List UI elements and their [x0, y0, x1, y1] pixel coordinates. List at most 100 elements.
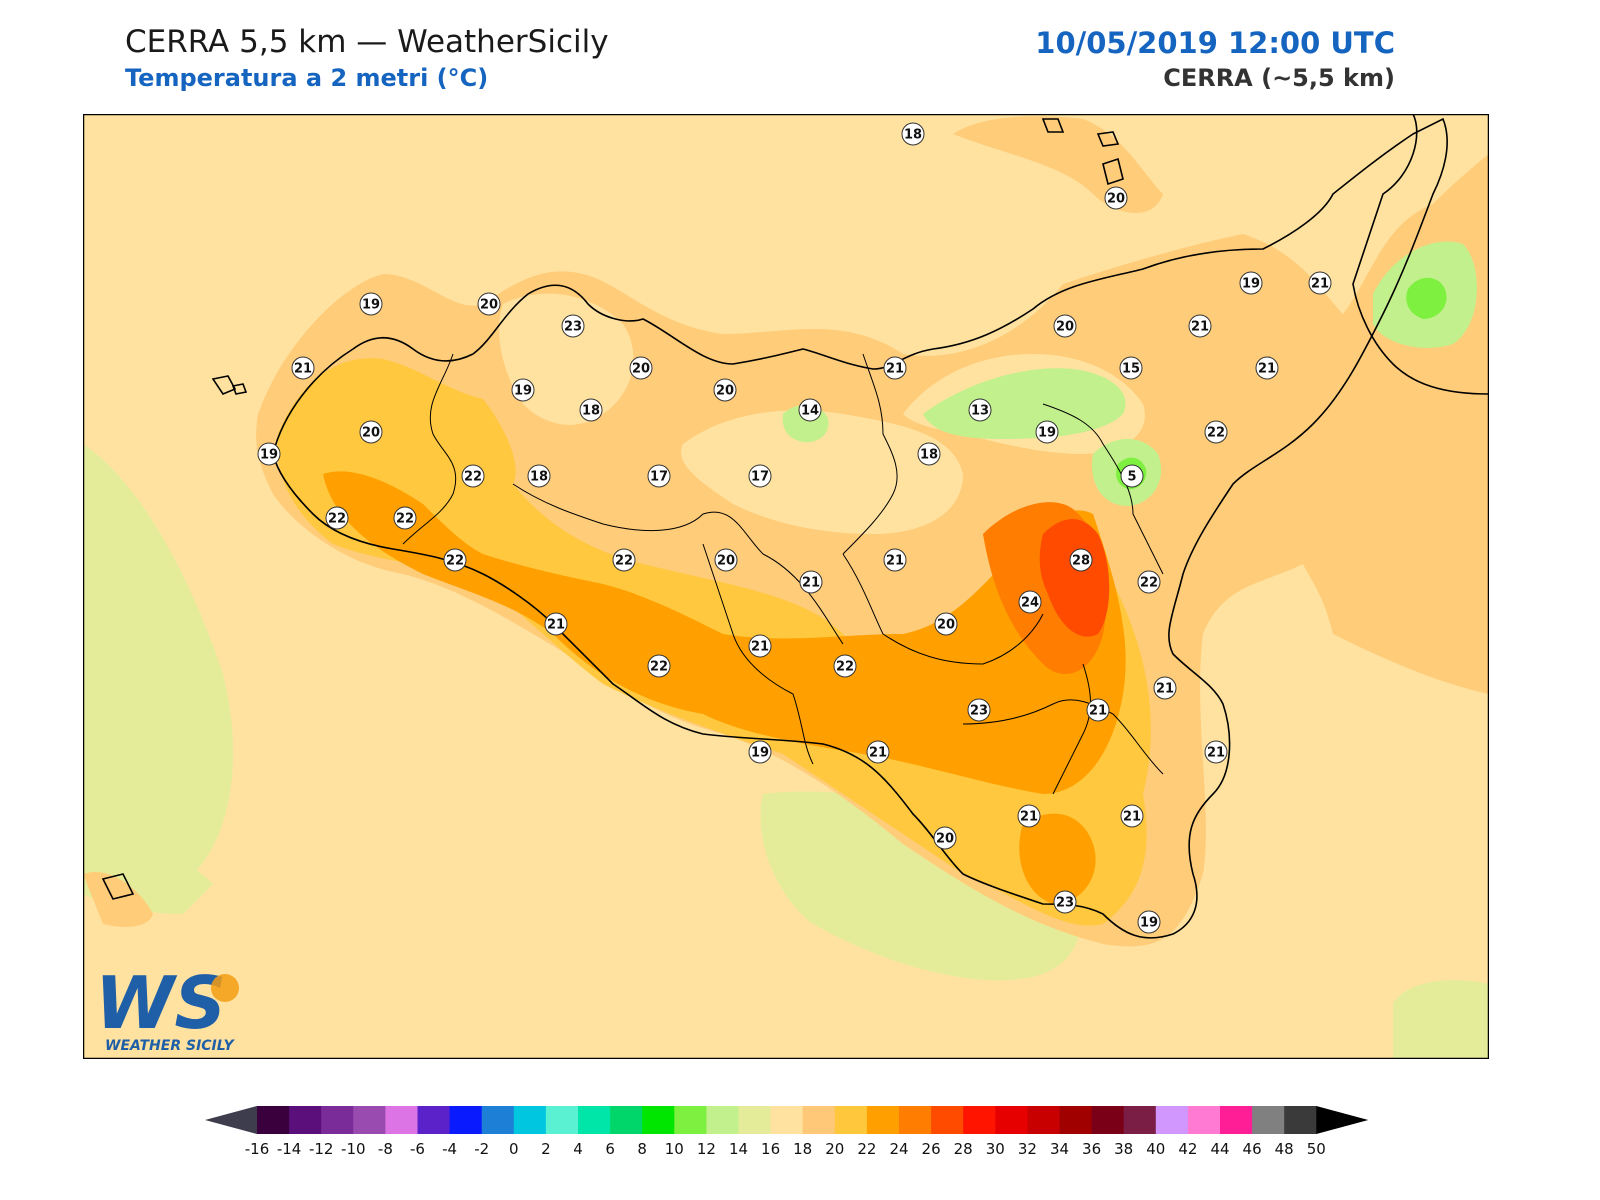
- station-value: 22: [650, 660, 668, 675]
- station-circle: [1204, 740, 1228, 764]
- station-value: 21: [294, 362, 312, 377]
- colorbar-tick-label: -14: [277, 1140, 302, 1158]
- station-circle: [477, 292, 501, 316]
- station-circle: [443, 548, 467, 572]
- station-circle: [1119, 356, 1143, 380]
- station-circle: [1153, 676, 1177, 700]
- station-circle: [461, 464, 485, 488]
- colorbar-tick-label: 4: [573, 1140, 583, 1158]
- station-circle: [612, 548, 636, 572]
- station-marker: 21: [883, 356, 907, 380]
- colorbar-cell: [674, 1106, 707, 1134]
- station-marker: 18: [917, 442, 941, 466]
- station-value: 21: [1311, 277, 1329, 292]
- station-marker: 20: [359, 420, 383, 444]
- colorbar-tick-label: 34: [1050, 1140, 1069, 1158]
- colorbar-tick-label: 12: [697, 1140, 716, 1158]
- station-marker: 5: [1120, 464, 1144, 488]
- station-circle: [1137, 570, 1161, 594]
- station-value: 22: [1140, 576, 1158, 591]
- station-value: 21: [1258, 362, 1276, 377]
- model-label: CERRA (~5,5 km): [1163, 64, 1395, 92]
- colorbar-tick-label: 16: [761, 1140, 780, 1158]
- station-value: 20: [1107, 192, 1125, 207]
- colorbar-tick-label: 26: [922, 1140, 941, 1158]
- station-value: 21: [1156, 682, 1174, 697]
- island-pantelleria: [101, 873, 135, 900]
- station-value: 24: [1021, 596, 1039, 611]
- station-circle: [1069, 548, 1093, 572]
- station-marker: 21: [883, 548, 907, 572]
- sea-cool-area-southeast: [1393, 980, 1489, 1059]
- station-value: 21: [869, 746, 887, 761]
- station-value: 20: [362, 426, 380, 441]
- temperature-band-28: [1039, 519, 1110, 637]
- station-circle: [1120, 804, 1144, 828]
- station-value: 20: [936, 832, 954, 847]
- station-value: 22: [464, 470, 482, 485]
- temperature-colorbar: -16 -14 -12 -10 -8 -6 -4 -2 0 2 4 6 8 10 12 14 16 18 20 22 2…: [205, 1106, 1369, 1158]
- station-value: 14: [801, 404, 819, 419]
- station-marker: 19: [1035, 420, 1059, 444]
- temperature-band-18-central: [681, 410, 963, 534]
- station-circle: [883, 548, 907, 572]
- temperature-map: 18 20 19 20 23 21 20 21 19 21 20 18 20 20 21 15 21 14 13 19…: [83, 114, 1489, 1059]
- colorbar-cell: [321, 1106, 354, 1134]
- station-marker: 21: [544, 612, 568, 636]
- colorbar-cell: [642, 1106, 675, 1134]
- station-marker: 22: [393, 506, 417, 530]
- temperature-band-24-south: [1019, 813, 1096, 904]
- colorbar-tick-label: 50: [1307, 1140, 1326, 1158]
- colorbar-over-arrow: [1316, 1106, 1369, 1134]
- colorbar-cell: [1027, 1106, 1060, 1134]
- station-marker: 21: [1188, 314, 1212, 338]
- station-circle: [1120, 464, 1144, 488]
- station-marker: 20: [1104, 186, 1128, 210]
- colorbar-cell: [834, 1106, 868, 1134]
- station-circle: [748, 740, 772, 764]
- colorbar-tick-label: 46: [1243, 1140, 1262, 1158]
- colorbar-cell: [1284, 1106, 1317, 1134]
- station-marker: 18: [901, 122, 925, 146]
- colorbar-tick-label: 18: [793, 1140, 812, 1158]
- station-value: 19: [260, 448, 278, 463]
- station-marker: 21: [1086, 698, 1110, 722]
- station-marker: 23: [1053, 890, 1077, 914]
- station-marker: 19: [257, 442, 281, 466]
- station-value: 18: [530, 470, 548, 485]
- colorbar-tick-label: 42: [1178, 1140, 1197, 1158]
- station-marker: 20: [713, 378, 737, 402]
- colorbar-cell: [610, 1106, 643, 1134]
- station-circle: [359, 292, 383, 316]
- station-marker: 23: [561, 314, 585, 338]
- station-marker: 22: [443, 548, 467, 572]
- station-marker: 20: [934, 612, 958, 636]
- station-marker: 18: [579, 398, 603, 422]
- colorbar-cell: [578, 1106, 611, 1134]
- station-circle: [934, 612, 958, 636]
- colorbar-tick-label: 44: [1210, 1140, 1229, 1158]
- colorbar-tick-label: 10: [665, 1140, 684, 1158]
- station-marker: 23: [967, 698, 991, 722]
- station-marker: 21: [291, 356, 315, 380]
- logo-name: WEATHER SICILY: [105, 1038, 236, 1054]
- station-marker: 19: [511, 378, 535, 402]
- station-circle: [798, 398, 822, 422]
- colorbar-cell: [513, 1106, 547, 1134]
- colorbar-cell: [1252, 1106, 1285, 1134]
- station-marker: 20: [933, 826, 957, 850]
- station-circle: [579, 398, 603, 422]
- station-circle: [901, 122, 925, 146]
- colorbar-tick-label: 14: [729, 1140, 748, 1158]
- station-marker: 22: [1137, 570, 1161, 594]
- station-marker: 21: [1017, 804, 1041, 828]
- colorbar-tick-label: -12: [309, 1140, 334, 1158]
- colorbar-cell: [738, 1106, 772, 1134]
- station-circle: [1308, 271, 1332, 295]
- station-circle: [968, 398, 992, 422]
- station-value: 19: [362, 298, 380, 313]
- station-value: 22: [396, 512, 414, 527]
- colorbar-tick-label: 8: [637, 1140, 647, 1158]
- colorbar-cell: [770, 1106, 804, 1134]
- station-circle: [1053, 314, 1077, 338]
